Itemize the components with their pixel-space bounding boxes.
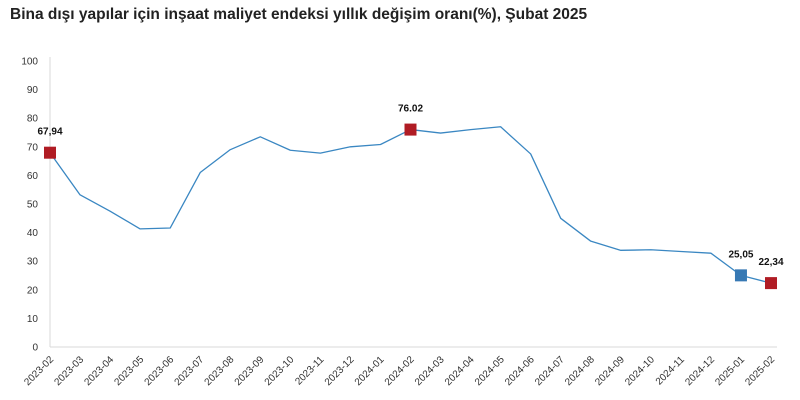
data-point [680,250,682,252]
x-tick-label: 2024-04 [443,354,477,388]
series-line [49,126,772,284]
y-tick-label: 30 [27,257,39,268]
x-tick-label: 2024-02 [383,354,417,388]
x-tick-label: 2023-06 [143,354,177,388]
y-tick-label: 100 [21,57,38,68]
data-point [139,228,141,230]
data-point [79,194,81,196]
x-tick-label: 2023-11 [293,354,327,388]
data-label: 22,34 [758,257,783,268]
data-point [379,143,381,145]
data-point [169,227,171,229]
x-tick-label: 2024-01 [353,354,387,388]
highlight-marker [734,269,747,282]
x-tick-label: 2023-09 [233,354,267,388]
chart-title: Bina dışı yapılar için inşaat maliyet en… [10,6,588,23]
data-point [499,126,501,128]
y-tick-label: 80 [27,114,39,125]
x-tick-label: 2025-01 [713,354,747,388]
x-tick-label: 2024-08 [563,354,597,388]
data-point [109,210,111,212]
x-tick-label: 2024-10 [623,354,657,388]
x-tick-label: 2023-12 [323,354,357,388]
x-tick-label: 2025-02 [743,354,777,388]
x-tick-label: 2024-12 [683,354,717,388]
highlight-marker [765,277,777,290]
data-point [229,148,231,150]
data-point [439,132,441,134]
data-point [529,153,531,155]
x-tick-label: 2023-03 [52,354,86,388]
highlight-marker [44,146,56,159]
data-point [710,252,712,254]
x-tick-label: 2023-10 [263,354,297,388]
data-point [199,171,201,173]
y-tick-label: 40 [27,228,39,239]
x-tick-label: 2023-05 [113,354,147,388]
data-point [650,249,652,251]
data-point [620,249,622,251]
x-tick-label: 2024-05 [473,354,507,388]
y-tick-label: 20 [27,285,39,296]
y-tick-label: 60 [27,171,39,182]
data-point [590,240,592,242]
x-tick-label: 2023-08 [203,354,237,388]
data-point [349,146,351,148]
x-tick-label: 2023-02 [22,354,56,388]
x-tick-label: 2024-03 [413,354,447,388]
data-point [560,217,562,219]
y-tick-label: 70 [27,142,39,153]
data-label: 67,94 [37,127,62,138]
y-tick-label: 90 [27,85,39,96]
data-point [319,152,321,154]
x-tick-label: 2023-04 [82,354,116,388]
x-tick-label: 2024-07 [533,354,567,388]
data-label: 76.02 [398,104,423,115]
data-point [469,128,471,130]
y-tick-label: 0 [32,343,38,354]
y-tick-label: 10 [27,314,39,325]
data-label: 25,05 [728,249,753,260]
x-tick-label: 2024-06 [503,354,537,388]
x-tick-label: 2024-09 [593,354,627,388]
x-tick-label: 2023-07 [173,354,207,388]
data-point [259,136,261,138]
data-point [289,149,291,151]
x-tick-label: 2024-11 [654,354,688,388]
highlight-marker [404,123,417,136]
y-tick-label: 50 [27,200,39,211]
